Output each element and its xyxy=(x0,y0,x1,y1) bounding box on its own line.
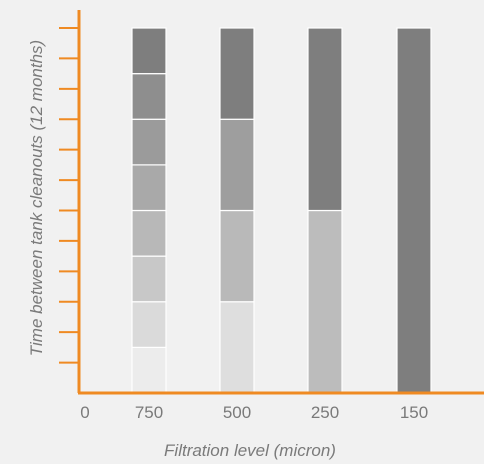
bar-segment-750-6 xyxy=(131,118,167,166)
x-tick-label-500: 500 xyxy=(223,403,251,422)
bar-segment-500-4 xyxy=(219,27,255,120)
x-tick-labels: 0 750 500 250 150 xyxy=(80,403,428,422)
bar-segment-750-3 xyxy=(131,255,167,303)
bar-segment-250-2 xyxy=(307,27,343,212)
bar-segment-500-3 xyxy=(219,118,255,212)
bar-segment-750-1 xyxy=(131,346,167,394)
bar-segment-750-2 xyxy=(131,301,167,348)
x-tick-label-750: 750 xyxy=(135,403,163,422)
bar-segment-750-8 xyxy=(131,27,167,75)
bar-segment-750-7 xyxy=(131,73,167,120)
x-tick-label-250: 250 xyxy=(311,403,339,422)
bars-group xyxy=(131,27,432,394)
bar-segment-500-1 xyxy=(219,301,255,394)
bar-segment-250-1 xyxy=(307,209,343,394)
x-tick-label-0: 0 xyxy=(80,403,89,422)
y-axis-label: Time between tank cleanouts (12 months) xyxy=(27,40,46,356)
x-axis-label: Filtration level (micron) xyxy=(164,441,336,460)
x-tick-label-150: 150 xyxy=(400,403,428,422)
bar-segment-750-5 xyxy=(131,164,167,212)
bar-segment-150-1 xyxy=(396,27,432,394)
bar-segment-750-4 xyxy=(131,209,167,257)
axes-group xyxy=(59,10,484,395)
bar-segment-500-2 xyxy=(219,209,255,303)
